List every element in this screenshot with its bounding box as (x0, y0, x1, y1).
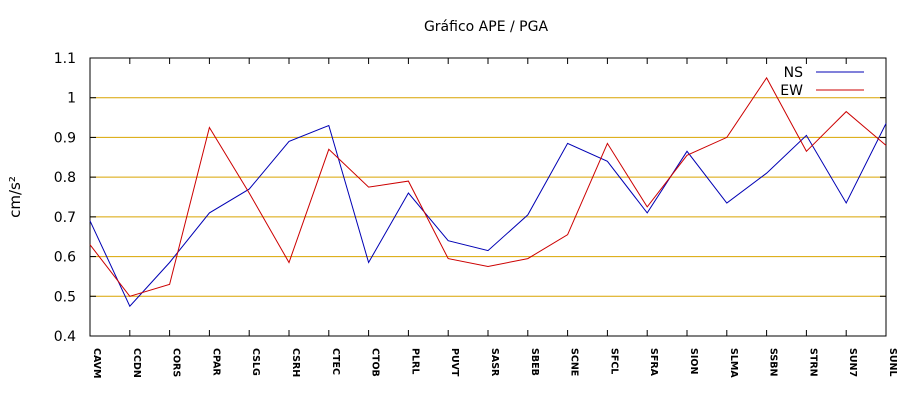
data-point-ew (526, 257, 529, 260)
data-point-ns (407, 192, 410, 195)
data-point-ew (447, 257, 450, 260)
series-line-ns (89, 123, 887, 308)
data-point-ns (447, 239, 450, 242)
data-point-ns (288, 140, 291, 143)
data-point-ew (765, 76, 768, 79)
data-point-ew (805, 150, 808, 153)
x-tick-label: SSBN (768, 348, 779, 376)
data-point-ns (526, 213, 529, 216)
series-lines (89, 76, 888, 308)
data-point-ew (248, 192, 251, 195)
data-point-ew (845, 110, 848, 113)
data-point-ns (606, 160, 609, 163)
data-point-ew (646, 205, 649, 208)
x-tick-label: SCNE (569, 348, 580, 376)
y-tick-label: 0.6 (54, 250, 76, 266)
x-tick-label: SBEB (529, 348, 540, 376)
data-point-ew (407, 180, 410, 183)
data-point-ns (725, 201, 728, 204)
data-point-ew (566, 233, 569, 236)
x-tick-label: CSRH (290, 348, 301, 377)
data-point-ns (89, 219, 92, 222)
x-tick-label: SUN7 (847, 348, 858, 377)
x-tick-label: CORS (171, 348, 182, 377)
data-point-ns (367, 261, 370, 264)
data-point-ew (885, 144, 888, 147)
data-point-ew (725, 136, 728, 139)
x-tick-label: PUVT (449, 348, 460, 377)
x-tick-label: CCDN (131, 348, 142, 378)
x-tick-label: CAVM (91, 348, 102, 379)
x-tick-label: CTOB (370, 348, 381, 377)
chart-title: Gráfico APE / PGA (424, 19, 548, 35)
data-point-ew (487, 265, 490, 268)
x-tick-label: CTEC (330, 348, 341, 375)
data-point-ew (208, 126, 211, 129)
y-tick-label: 0.9 (54, 130, 76, 146)
data-point-ew (89, 243, 92, 246)
x-tick-label: CPAR (210, 348, 221, 376)
data-point-ew (168, 283, 171, 286)
legend-label: EW (780, 83, 803, 99)
grid (90, 97, 886, 297)
data-point-ns (646, 211, 649, 214)
y-tick-label: 0.7 (54, 210, 76, 226)
x-tick-label: SLMA (728, 348, 739, 378)
data-point-ns (805, 134, 808, 137)
series-line-ew (89, 76, 887, 297)
x-tick-label: SFRA (648, 348, 659, 377)
data-point-ns (248, 188, 251, 191)
data-point-ns (168, 261, 171, 264)
data-point-ew (367, 186, 370, 189)
legend-label: NS (784, 65, 803, 81)
x-tick-label: CSLG (250, 348, 261, 376)
data-point-ns (566, 142, 569, 145)
data-point-ns (208, 211, 211, 214)
x-tick-label: STRN (807, 348, 818, 377)
data-point-ns (487, 249, 490, 252)
data-point-ew (288, 261, 291, 264)
data-point-ns (885, 122, 888, 125)
y-tick-label: 1 (67, 91, 76, 107)
x-tick-label: PLRL (409, 348, 420, 374)
data-point-ew (606, 142, 609, 145)
data-point-ew (327, 148, 330, 151)
x-tick-label: SION (688, 348, 699, 374)
data-point-ns (845, 201, 848, 204)
y-tick-label: 0.8 (54, 170, 76, 186)
y-tick-label: 1.1 (54, 51, 76, 67)
x-tick-label: SFCL (608, 348, 619, 374)
legend: NS EW (780, 65, 864, 99)
y-axis-label: cm/s² (6, 176, 24, 218)
data-point-ns (327, 124, 330, 127)
data-point-ns (765, 172, 768, 175)
x-tick-label: SASR (489, 348, 500, 377)
data-point-ew (686, 154, 689, 157)
data-point-ns (128, 305, 131, 308)
data-point-ew (128, 295, 131, 298)
y-axis-ticks: 0.4 0.5 0.6 0.7 0.8 0.9 1 1.1 (54, 51, 886, 345)
data-point-ns (686, 150, 689, 153)
x-axis-ticks: CAVM CCDN CORS CPAR CSLG CSRH CTEC CTOB PLRL PUVT… (89, 58, 898, 379)
y-tick-label: 0.4 (54, 329, 76, 345)
plot-frame (89, 57, 887, 337)
x-tick-label: SUNL (887, 348, 898, 377)
y-tick-label: 0.5 (54, 289, 76, 305)
